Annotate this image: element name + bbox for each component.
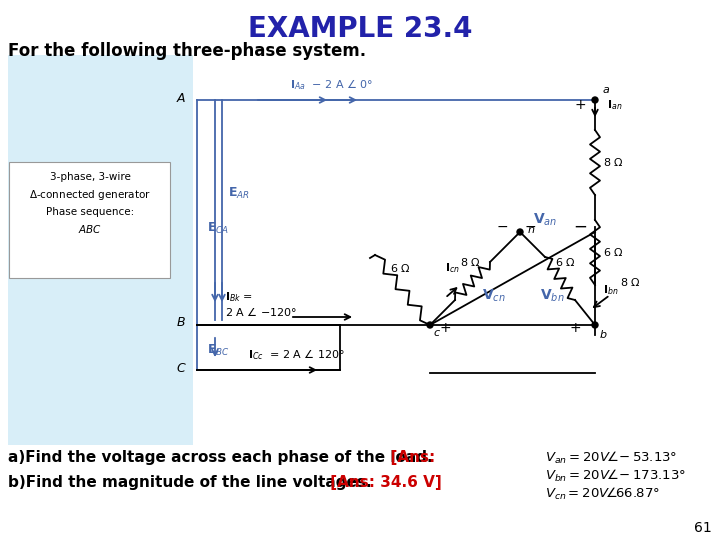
Text: C: C xyxy=(176,361,185,375)
FancyBboxPatch shape xyxy=(9,162,170,278)
Text: a: a xyxy=(603,85,610,95)
Text: $V_{an} = 20V\!\angle\!-53.13°$: $V_{an} = 20V\!\angle\!-53.13°$ xyxy=(545,450,678,466)
Text: $\mathbf{I}_{cn}$: $\mathbf{I}_{cn}$ xyxy=(445,261,460,275)
Circle shape xyxy=(517,229,523,235)
FancyBboxPatch shape xyxy=(8,55,193,445)
Text: 6 $\Omega$: 6 $\Omega$ xyxy=(603,246,624,258)
Text: 8 $\Omega$: 8 $\Omega$ xyxy=(459,256,480,268)
Text: $\mathbf{V}_{cn}$: $\mathbf{V}_{cn}$ xyxy=(482,288,505,304)
Circle shape xyxy=(427,322,433,328)
Text: a)Find the voltage across each phase of the load.: a)Find the voltage across each phase of … xyxy=(8,450,433,465)
Text: −: − xyxy=(496,220,508,234)
Text: 6 $\Omega$: 6 $\Omega$ xyxy=(554,256,575,268)
Text: For the following three-phase system.: For the following three-phase system. xyxy=(8,42,366,60)
Text: $V_{cn} = 20V\!\angle\!66.87°$: $V_{cn} = 20V\!\angle\!66.87°$ xyxy=(545,486,660,502)
Text: +: + xyxy=(574,98,586,112)
Text: 8 $\Omega$: 8 $\Omega$ xyxy=(603,156,624,168)
Text: [Ans:: [Ans: xyxy=(380,450,436,465)
Text: c: c xyxy=(433,328,439,338)
Text: B: B xyxy=(176,316,185,329)
Text: b: b xyxy=(600,330,607,340)
Text: 2 A $\angle$ $-$120°: 2 A $\angle$ $-$120° xyxy=(225,306,297,319)
Text: $\mathbf{I}_{Cc}$  = 2 A $\angle$ 120°: $\mathbf{I}_{Cc}$ = 2 A $\angle$ 120° xyxy=(248,347,345,362)
Text: $\mathbf{V}_{bn}$: $\mathbf{V}_{bn}$ xyxy=(540,288,564,304)
Text: $\mathbf{I}_{Aa}$  $-$ 2 A $\angle$ 0°: $\mathbf{I}_{Aa}$ $-$ 2 A $\angle$ 0° xyxy=(290,77,374,92)
Text: −: − xyxy=(573,218,587,236)
Circle shape xyxy=(592,322,598,328)
Text: $V_{bn} = 20V\!\angle\!-173.13°$: $V_{bn} = 20V\!\angle\!-173.13°$ xyxy=(545,468,686,484)
Text: $\mathbf{E}_{AR}$: $\mathbf{E}_{AR}$ xyxy=(228,185,250,200)
Text: 6 $\Omega$: 6 $\Omega$ xyxy=(390,262,410,274)
Text: 8 $\Omega$: 8 $\Omega$ xyxy=(620,276,640,288)
Text: $\mathbf{I}_{Bk}$ =: $\mathbf{I}_{Bk}$ = xyxy=(225,290,253,304)
Text: $\mathbf{I}_{an}$: $\mathbf{I}_{an}$ xyxy=(607,98,622,112)
Text: +: + xyxy=(439,321,451,335)
Text: 61: 61 xyxy=(694,521,712,535)
Text: n: n xyxy=(528,225,535,235)
Text: $\mathbf{I}_{bn}$: $\mathbf{I}_{bn}$ xyxy=(603,283,618,297)
Text: −: − xyxy=(524,220,536,234)
Circle shape xyxy=(592,97,598,103)
Text: $\mathbf{V}_{an}$: $\mathbf{V}_{an}$ xyxy=(533,212,557,228)
Text: EXAMPLE 23.4: EXAMPLE 23.4 xyxy=(248,15,472,43)
Text: [Ans: 34.6 V]: [Ans: 34.6 V] xyxy=(325,475,442,490)
Text: 3-phase, 3-wire
$\Delta$-connected generator
Phase sequence:
$ABC$: 3-phase, 3-wire $\Delta$-connected gener… xyxy=(29,172,151,235)
Text: $\mathbf{E}_{BC}$: $\mathbf{E}_{BC}$ xyxy=(207,342,230,357)
Text: +: + xyxy=(570,321,581,335)
Text: b)Find the magnitude of the line voltages.: b)Find the magnitude of the line voltage… xyxy=(8,475,372,490)
Text: A: A xyxy=(176,91,185,105)
Text: $\mathbf{E}_{CA}$: $\mathbf{E}_{CA}$ xyxy=(207,220,229,235)
